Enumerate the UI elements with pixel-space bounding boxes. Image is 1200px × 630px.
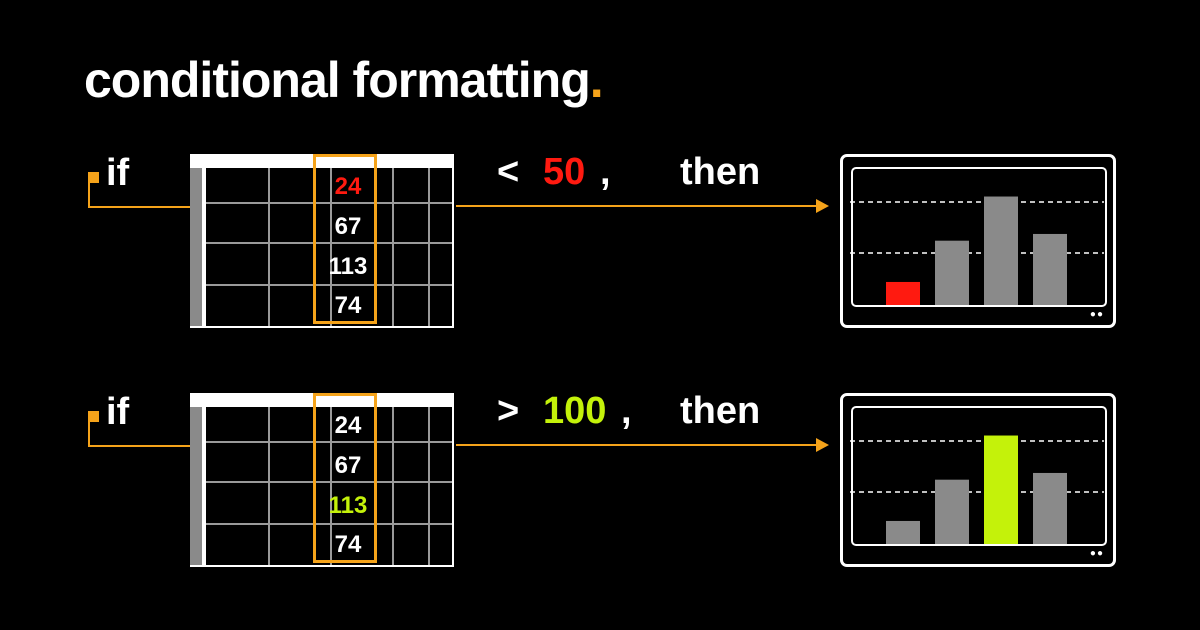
bar-chart [850, 435, 1104, 544]
bar [886, 520, 920, 544]
column-highlight [313, 393, 377, 563]
chart-frame [851, 167, 1107, 307]
spreadsheet-icon [190, 154, 454, 328]
orange-marker-icon [88, 411, 99, 422]
bar [984, 196, 1018, 305]
bar-chart-panel: ●● [840, 154, 1116, 328]
arrow-right-icon [816, 438, 829, 452]
cell-value: 113 [328, 253, 368, 280]
cell-value: 24 [334, 412, 362, 439]
condition-threshold: 100 [543, 390, 607, 432]
condition-comma: , [600, 151, 611, 193]
if-label: if [106, 391, 130, 433]
then-label: then [680, 390, 761, 432]
row-header-bar [190, 168, 202, 326]
title-dot: . [589, 52, 604, 108]
chart-frame [851, 406, 1107, 546]
cell-value: 67 [334, 452, 362, 479]
cell-value: 24 [334, 173, 362, 200]
title-text: conditional formatting [84, 52, 591, 108]
bar [935, 240, 969, 305]
bar [935, 479, 969, 544]
then-label: then [680, 151, 761, 193]
condition-comma: , [621, 390, 632, 432]
condition-threshold: 50 [543, 151, 586, 193]
bar-chart [850, 196, 1104, 305]
bar [1033, 233, 1067, 305]
row-header-bar [190, 407, 202, 565]
rule-row-greater-than: if 24 67 113 74 > 100 , then ●● [0, 389, 1200, 629]
dots-icon: ●● [1089, 548, 1104, 559]
column-highlight [313, 154, 377, 324]
connector-bracket [88, 411, 190, 447]
page-title: conditional formatting. [84, 50, 604, 110]
bar-chart-panel: ●● [840, 393, 1116, 567]
bar-highlighted [886, 281, 920, 305]
arrow-line [456, 205, 818, 207]
orange-marker-icon [88, 172, 99, 183]
cell-value: 113 [328, 492, 368, 519]
spreadsheet-icon [190, 393, 454, 567]
cell-value: 74 [334, 531, 362, 558]
cell-value: 67 [334, 213, 362, 240]
cell-value: 74 [334, 292, 362, 319]
condition-operator: < [497, 151, 520, 193]
dots-icon: ●● [1089, 309, 1104, 320]
if-label: if [106, 152, 130, 194]
rule-row-less-than: if 24 67 113 74 < 50 , then ●● [0, 150, 1200, 390]
arrow-right-icon [816, 199, 829, 213]
bar-highlighted [984, 435, 1018, 544]
arrow-line [456, 444, 818, 446]
condition-operator: > [497, 390, 520, 432]
bar [1033, 472, 1067, 544]
connector-bracket [88, 172, 190, 208]
